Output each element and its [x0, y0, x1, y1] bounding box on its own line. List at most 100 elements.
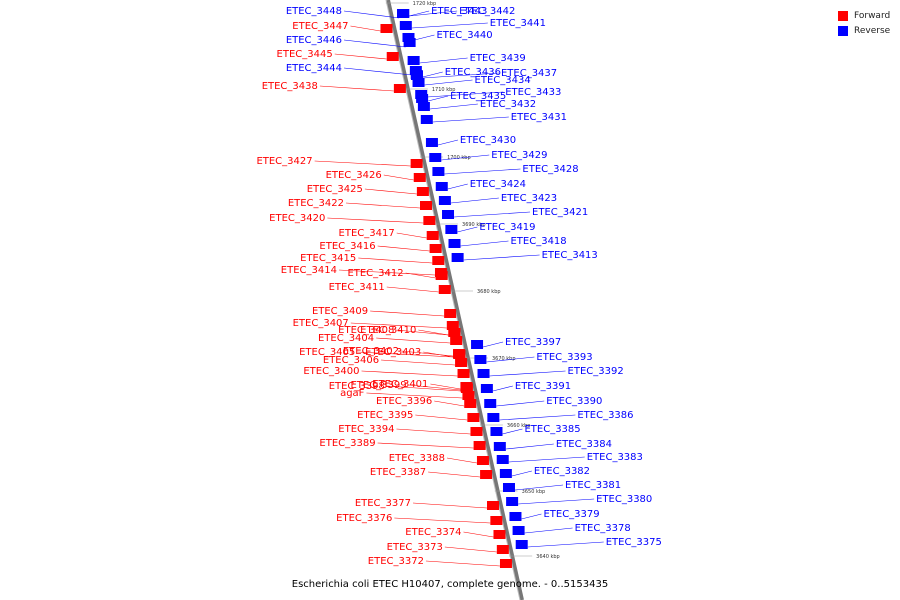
- label-leader: [444, 546, 497, 553]
- label-leader: [376, 337, 451, 344]
- label-leader: [386, 286, 439, 293]
- reverse-gene-label: ETEC_3434: [475, 75, 531, 86]
- reverse-gene: [502, 483, 515, 492]
- label-leader: [428, 95, 449, 102]
- reverse-gene-label: ETEC_3378: [575, 523, 631, 534]
- reverse-gene-label: ETEC_3384: [556, 439, 612, 450]
- forward-gene: [480, 470, 493, 479]
- label-leader: [425, 560, 500, 567]
- label-leader: [430, 383, 461, 390]
- reverse-gene: [432, 167, 445, 176]
- forward-gene: [464, 399, 477, 408]
- forward-gene-label: ETEC_3426: [326, 170, 382, 181]
- reverse-gene: [512, 526, 525, 535]
- forward-gene-label: ETEC_3406: [323, 355, 379, 366]
- reverse-gene-label: ETEC_3441: [490, 18, 546, 29]
- label-leader: [432, 116, 509, 123]
- reverse-gene: [451, 253, 464, 262]
- reverse-gene-label: ETEC_3448: [286, 6, 342, 17]
- reverse-gene-label: ETEC_3432: [480, 99, 536, 110]
- reverse-gene-label: ETEC_3428: [522, 164, 578, 175]
- forward-gene-label: ETEC_3409: [312, 306, 368, 317]
- label-leader: [415, 414, 468, 421]
- kbp-label: 3680 kbp: [477, 289, 501, 295]
- reverse-gene: [442, 210, 455, 219]
- reverse-gene: [425, 138, 438, 147]
- reverse-gene: [445, 225, 458, 234]
- label-leader: [521, 513, 542, 520]
- label-leader: [437, 139, 459, 146]
- label-leader: [377, 245, 430, 252]
- forward-gene-label: ETEC_3408: [338, 325, 394, 336]
- label-leader: [343, 39, 406, 48]
- label-leader: [396, 428, 471, 435]
- reverse-gene-label: ETEC_3383: [587, 452, 643, 463]
- reverse-gene: [412, 78, 425, 87]
- label-leader: [446, 457, 478, 464]
- forward-swatch: [838, 10, 848, 21]
- label-leader: [409, 10, 458, 17]
- label-leader: [441, 154, 490, 161]
- forward-gene: [416, 187, 429, 196]
- label-leader: [447, 183, 468, 190]
- label-leader: [334, 53, 387, 60]
- label-leader: [350, 25, 381, 32]
- forward-gene-label: ETEC_3372: [368, 556, 424, 567]
- label-leader: [460, 240, 509, 247]
- reverse-gene-label: ETEC_3385: [524, 424, 580, 435]
- reverse-gene-label: ETEC_3436: [445, 67, 501, 78]
- forward-gene-label: ETEC_3404: [318, 333, 374, 344]
- forward-gene-label: ETEC_3422: [288, 198, 344, 209]
- label-leader: [422, 71, 443, 78]
- label-leader: [511, 470, 532, 477]
- label-leader: [343, 67, 412, 76]
- reverse-gene: [490, 427, 503, 436]
- label-leader: [463, 254, 540, 261]
- forward-gene-label: ETEC_3410: [360, 325, 416, 336]
- label-leader: [361, 370, 458, 377]
- label-leader: [499, 414, 576, 421]
- reverse-gene: [487, 413, 500, 422]
- forward-gene-label: ETEC_3376: [336, 513, 392, 524]
- forward-gene-label: ETEC_3389: [319, 438, 375, 449]
- label-leader: [383, 174, 414, 181]
- forward-gene-label: ETEC_3411: [329, 282, 385, 293]
- label-leader: [401, 350, 454, 357]
- forward-gene: [470, 427, 483, 436]
- reverse-gene: [477, 369, 490, 378]
- reverse-gene-label: ETEC_3443: [431, 6, 487, 17]
- reverse-gene-label: ETEC_3442: [459, 6, 515, 17]
- label-leader: [338, 269, 435, 276]
- label-leader: [412, 502, 488, 509]
- reverse-gene: [420, 115, 433, 124]
- label-leader: [424, 79, 473, 86]
- legend-forward: Forward: [838, 8, 890, 23]
- forward-gene-label: ETEC_3377: [355, 498, 411, 509]
- forward-gene: [462, 391, 475, 400]
- label-leader: [453, 211, 531, 218]
- reverse-gene-label: ETEC_3423: [501, 193, 557, 204]
- label-leader: [419, 57, 468, 64]
- label-leader: [463, 531, 494, 538]
- forward-gene: [444, 309, 457, 318]
- forward-gene: [487, 501, 500, 510]
- forward-gene: [426, 231, 439, 240]
- gene-label-layer: ETEC_3448ETEC_3446ETEC_3444ETEC_3443ETEC…: [256, 6, 661, 567]
- label-leader: [381, 359, 456, 366]
- forward-gene-label: ETEC_3414: [281, 265, 337, 276]
- label-leader: [492, 385, 513, 392]
- reverse-gene-label: ETEC_3418: [510, 236, 566, 247]
- reverse-gene-label: ETEC_3413: [542, 250, 598, 261]
- reverse-gene-label: ETEC_3390: [546, 396, 602, 407]
- forward-gene: [420, 201, 433, 210]
- forward-gene: [450, 336, 463, 345]
- kbp-label: 3660 kbp: [507, 423, 531, 429]
- reverse-gene: [515, 540, 528, 549]
- label-leader: [350, 322, 447, 329]
- label-leader: [409, 10, 430, 17]
- forward-gene-label: ETEC_3447: [292, 21, 348, 32]
- label-leader: [370, 310, 445, 317]
- label-leader: [414, 34, 435, 41]
- reverse-gene-label: ETEC_3381: [565, 480, 621, 491]
